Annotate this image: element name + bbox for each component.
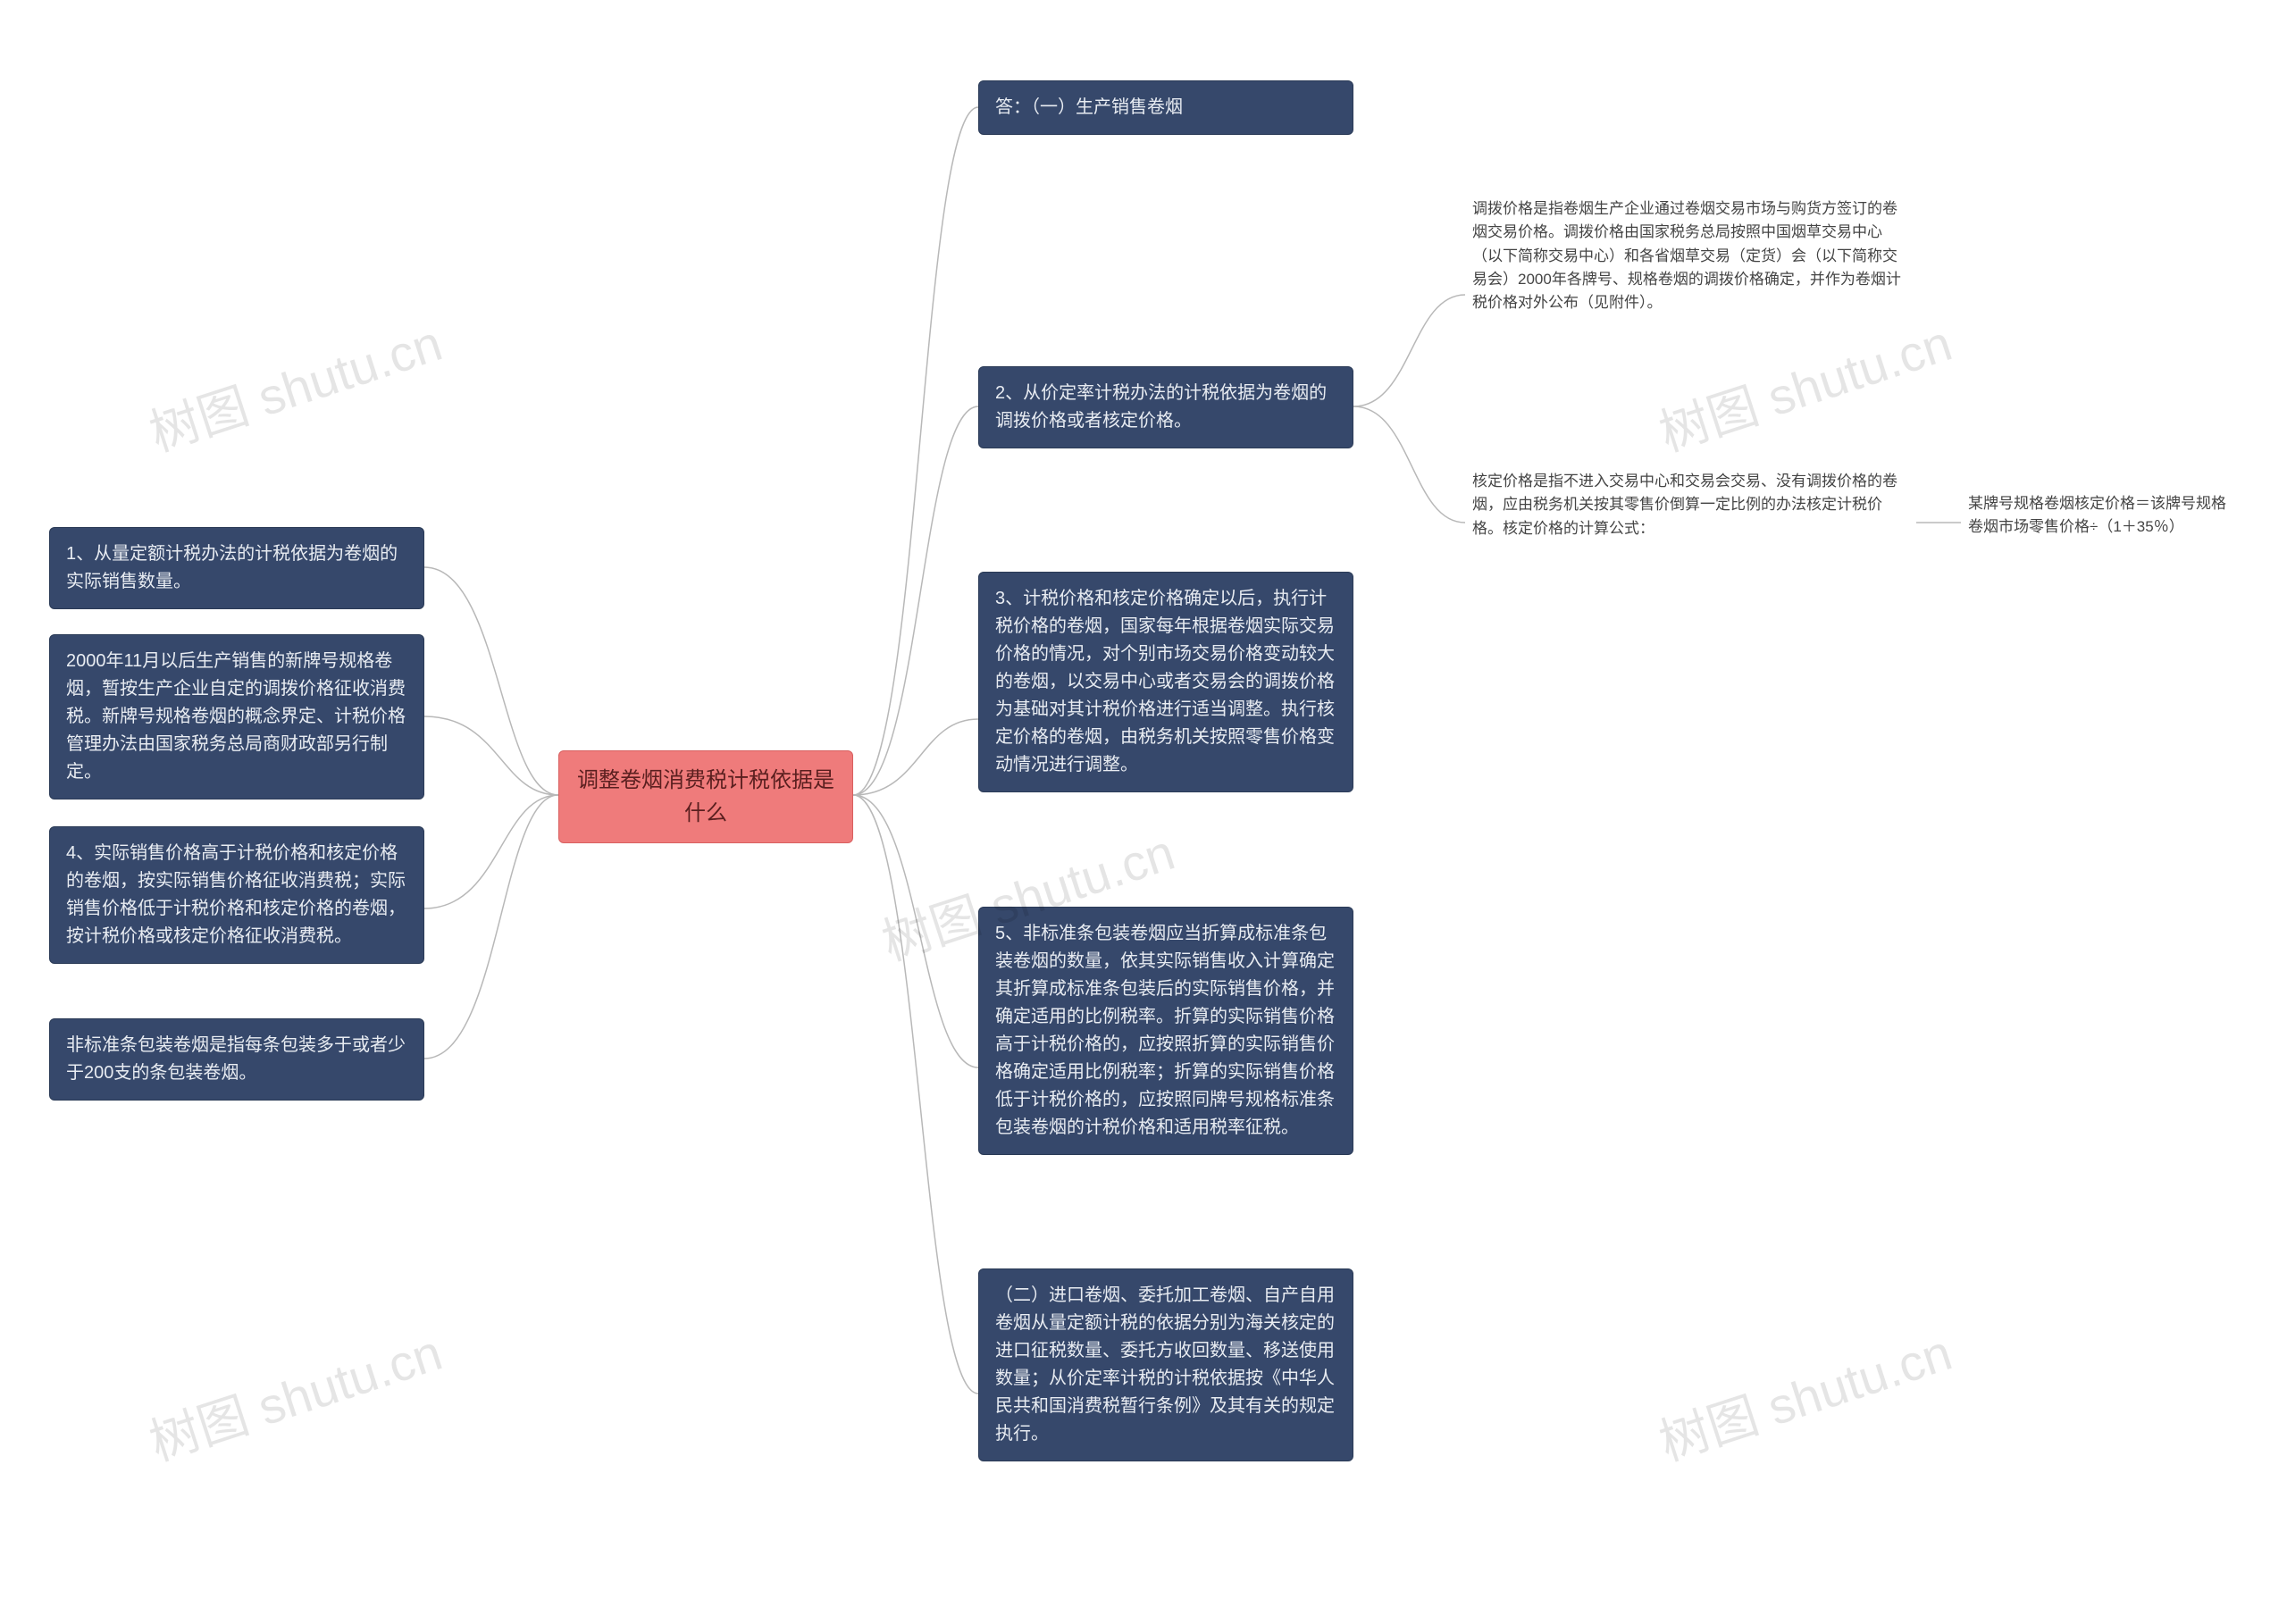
right-node-2-text: 2、从价定率计税办法的计税依据为卷烟的调拨价格或者核定价格。	[995, 383, 1327, 431]
left-node-3-text: 4、实际销售价格高于计税价格和核定价格的卷烟，按实际销售价格征收消费税；实际销售…	[66, 843, 406, 946]
right-node-2b1-text: 某牌号规格卷烟核定价格＝该牌号规格卷烟市场零售价格÷（1＋35％）	[1968, 495, 2226, 535]
right-node-1-text: 答：（一）生产销售卷烟	[995, 97, 1183, 117]
right-node-2b: 核定价格是指不进入交易中心和交易会交易、没有调拨价格的卷烟，应由税务机关按其零售…	[1465, 465, 1916, 546]
right-node-2b1: 某牌号规格卷烟核定价格＝该牌号规格卷烟市场零售价格÷（1＋35％）	[1961, 487, 2247, 545]
right-node-4: 5、非标准条包装卷烟应当折算成标准条包装卷烟的数量，依其实际销售收入计算确定其折…	[978, 907, 1353, 1155]
right-node-3-text: 3、计税价格和核定价格确定以后，执行计税价格的卷烟，国家每年根据卷烟实际交易价格…	[995, 589, 1335, 774]
right-node-2b-text: 核定价格是指不进入交易中心和交易会交易、没有调拨价格的卷烟，应由税务机关按其零售…	[1472, 473, 1897, 537]
left-node-1: 1、从量定额计税办法的计税依据为卷烟的实际销售数量。	[49, 527, 424, 609]
root-text: 调整卷烟消费税计税依据是什么	[577, 768, 834, 825]
watermark-4: 树图 shutu.cn	[1649, 1313, 1960, 1476]
left-node-1-text: 1、从量定额计税办法的计税依据为卷烟的实际销售数量。	[66, 544, 398, 591]
right-node-2a-text: 调拨价格是指卷烟生产企业通过卷烟交易市场与购货方签订的卷烟交易价格。调拨价格由国…	[1472, 200, 1901, 311]
right-node-4-text: 5、非标准条包装卷烟应当折算成标准条包装卷烟的数量，依其实际销售收入计算确定其折…	[995, 924, 1335, 1137]
watermark-1: 树图 shutu.cn	[139, 304, 450, 466]
right-node-5: （二）进口卷烟、委托加工卷烟、自产自用卷烟从量定额计税的依据分别为海关核定的进口…	[978, 1268, 1353, 1461]
right-node-2a: 调拨价格是指卷烟生产企业通过卷烟交易市场与购货方签订的卷烟交易价格。调拨价格由国…	[1465, 192, 1916, 321]
right-node-2: 2、从价定率计税办法的计税依据为卷烟的调拨价格或者核定价格。	[978, 366, 1353, 448]
right-node-5-text: （二）进口卷烟、委托加工卷烟、自产自用卷烟从量定额计税的依据分别为海关核定的进口…	[995, 1285, 1335, 1444]
watermark-3: 树图 shutu.cn	[139, 1313, 450, 1476]
root-node: 调整卷烟消费税计税依据是什么	[558, 750, 853, 843]
left-node-2: 2000年11月以后生产销售的新牌号规格卷烟，暂按生产企业自定的调拨价格征收消费…	[49, 634, 424, 799]
left-node-3: 4、实际销售价格高于计税价格和核定价格的卷烟，按实际销售价格征收消费税；实际销售…	[49, 826, 424, 964]
left-node-2-text: 2000年11月以后生产销售的新牌号规格卷烟，暂按生产企业自定的调拨价格征收消费…	[66, 651, 406, 782]
watermark-2: 树图 shutu.cn	[1649, 304, 1960, 466]
right-node-3: 3、计税价格和核定价格确定以后，执行计税价格的卷烟，国家每年根据卷烟实际交易价格…	[978, 572, 1353, 792]
right-node-1: 答：（一）生产销售卷烟	[978, 80, 1353, 135]
left-node-4-text: 非标准条包装卷烟是指每条包装多于或者少于200支的条包装卷烟。	[66, 1035, 406, 1083]
left-node-4: 非标准条包装卷烟是指每条包装多于或者少于200支的条包装卷烟。	[49, 1018, 424, 1101]
